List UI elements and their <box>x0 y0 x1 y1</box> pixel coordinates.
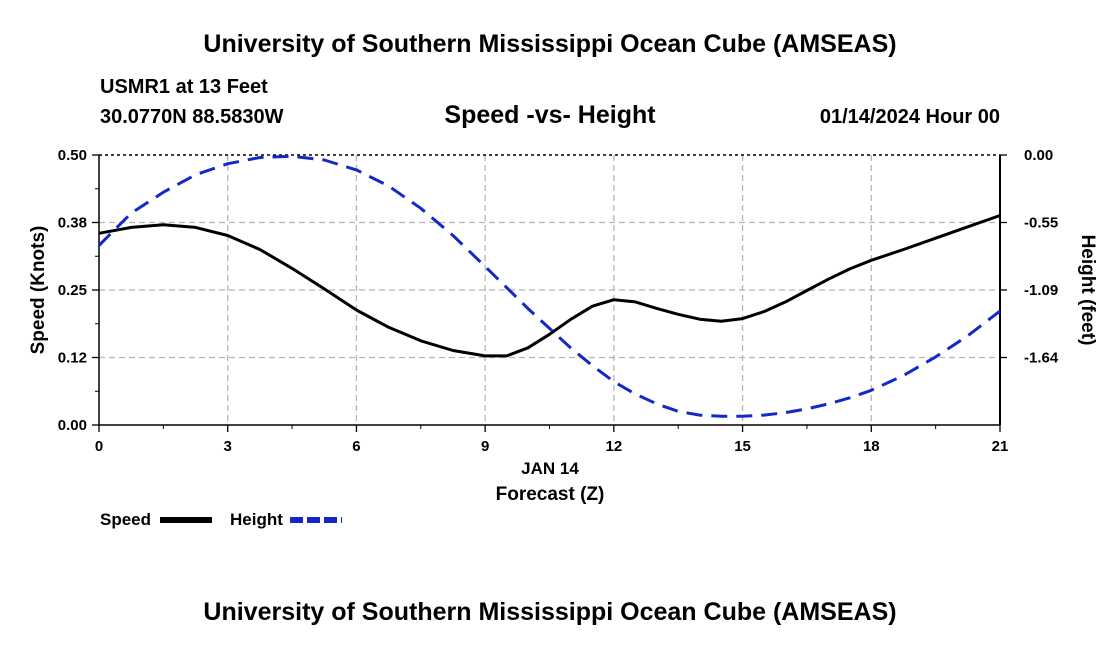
forecast-datetime: 01/14/2024 Hour 00 <box>819 106 1000 128</box>
y-right-tick-label: -1.64 <box>1024 350 1059 367</box>
footer-title: University of Southern Mississippi Ocean… <box>203 598 897 626</box>
x-tick-label: 9 <box>481 438 489 455</box>
y-right-tick-label: -0.55 <box>1024 215 1058 232</box>
x-tick-label: 15 <box>734 438 751 455</box>
x-tick-label: 0 <box>95 438 103 455</box>
y-right-tick-label: -1.09 <box>1024 282 1058 299</box>
height-series-line <box>97 154 1001 418</box>
y-left-tick-label: 0.12 <box>58 350 87 367</box>
y-left-axis-label: Speed (Knots) <box>28 226 49 355</box>
x-axis-label: Forecast (Z) <box>496 484 605 505</box>
page-title: University of Southern Mississippi Ocean… <box>203 30 897 58</box>
station-coordinates: 30.0770N 88.5830W <box>100 106 284 128</box>
legend-label-height: Height <box>230 510 283 529</box>
y-left-tick-label: 0.00 <box>58 417 87 434</box>
y-right-axis-label: Height (feet) <box>1077 235 1098 346</box>
legend-label-speed: Speed <box>100 510 151 529</box>
y-left-tick-label: 0.38 <box>58 215 87 232</box>
y-left-tick-label: 0.50 <box>58 147 87 164</box>
x-axis-date-label: JAN 14 <box>521 459 579 478</box>
station-label: USMR1 at 13 Feet <box>100 76 268 98</box>
x-tick-label: 12 <box>606 438 623 455</box>
x-tick-label: 21 <box>992 438 1009 455</box>
speed-series-line <box>98 214 1001 358</box>
x-tick-label: 3 <box>224 438 232 455</box>
y-left-tick-label: 0.25 <box>58 282 87 299</box>
y-right-tick-label: 0.00 <box>1024 147 1053 164</box>
chart-title: Speed -vs- Height <box>444 101 656 129</box>
x-tick-label: 6 <box>352 438 360 455</box>
x-tick-label: 18 <box>863 438 880 455</box>
